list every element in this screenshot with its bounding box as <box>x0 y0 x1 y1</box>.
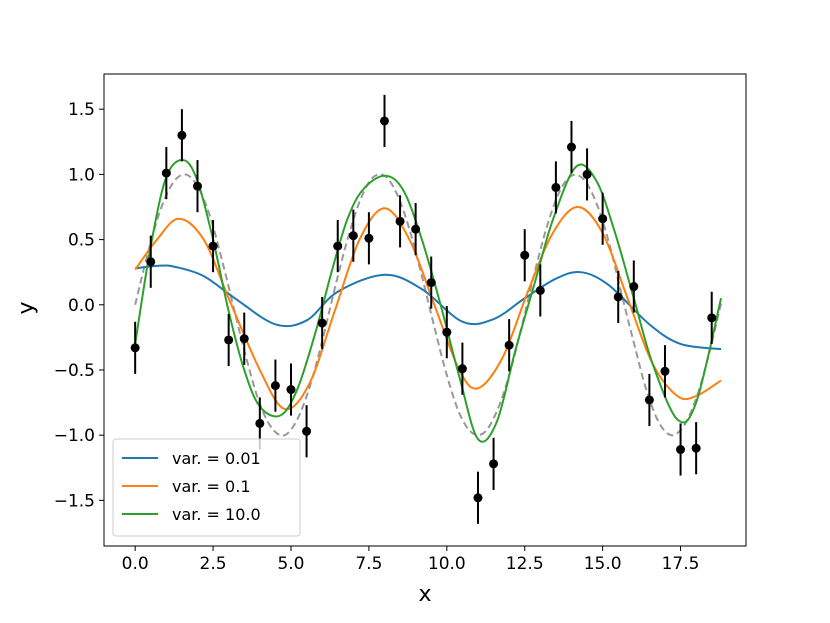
series-line-2 <box>134 159 723 443</box>
data-point <box>457 364 467 374</box>
x-tick-label: 15.0 <box>584 554 622 574</box>
series-line-1 <box>134 205 722 411</box>
data-point <box>629 282 639 292</box>
x-tick-label: 2.5 <box>200 554 227 574</box>
data-point <box>504 340 514 350</box>
data-point <box>411 224 421 234</box>
data-point <box>270 381 280 391</box>
data-point <box>364 233 374 243</box>
x-tick-label: 10.0 <box>428 554 466 574</box>
x-tick-label: 5.0 <box>277 554 304 574</box>
y-tick-label: 0.0 <box>68 296 95 316</box>
series-layer <box>134 159 723 443</box>
data-point <box>535 285 545 295</box>
data-point <box>489 459 499 469</box>
data-point <box>395 216 405 226</box>
y-tick-label: 1.5 <box>68 100 95 120</box>
x-tick-label: 7.5 <box>355 554 382 574</box>
plot-frame <box>103 73 747 547</box>
x-axis: 0.0 2.5 5.0 7.5 10.0 12.5 15.0 17.5 <box>122 546 700 574</box>
data-point <box>598 214 608 224</box>
data-point <box>566 142 576 152</box>
data-point <box>239 334 249 344</box>
data-point <box>302 426 312 436</box>
data-point <box>333 241 343 251</box>
data-point <box>691 443 701 453</box>
series-line-0 <box>135 264 722 351</box>
legend-label-2: var. = 10.0 <box>172 505 261 524</box>
data-point <box>286 385 296 395</box>
points-layer <box>130 94 717 524</box>
data-point <box>520 250 530 260</box>
data-point <box>255 418 265 428</box>
data-point <box>582 169 592 179</box>
data-point <box>551 182 561 192</box>
y-axis-label: y <box>14 301 39 314</box>
data-point <box>473 493 483 503</box>
y-tick-label: −0.5 <box>54 361 95 381</box>
data-point <box>192 181 202 191</box>
y-axis: −1.5 −1.0 −0.5 0.0 0.5 1.0 1.5 <box>54 100 104 511</box>
x-tick-label: 0.0 <box>122 554 149 574</box>
data-point <box>676 445 686 455</box>
data-point <box>208 241 218 251</box>
legend-box <box>112 438 301 537</box>
data-point <box>426 278 436 288</box>
x-tick-label: 12.5 <box>506 554 544 574</box>
y-tick-label: −1.5 <box>54 491 95 511</box>
legend-label-0: var. = 0.01 <box>172 449 261 468</box>
data-point <box>442 327 452 337</box>
data-point <box>660 366 670 376</box>
data-point <box>130 343 140 353</box>
y-tick-label: −1.0 <box>54 426 95 446</box>
x-tick-label: 17.5 <box>662 554 700 574</box>
y-tick-label: 1.0 <box>68 165 95 185</box>
data-point <box>613 292 623 302</box>
data-point <box>644 395 654 405</box>
data-point <box>161 168 171 178</box>
legend-label-1: var. = 0.1 <box>172 477 251 496</box>
data-point <box>224 335 234 345</box>
data-point <box>707 313 717 323</box>
data-point <box>317 318 327 328</box>
data-point <box>146 257 156 267</box>
data-point <box>348 231 358 241</box>
data-point <box>379 116 389 126</box>
data-point <box>177 130 187 140</box>
y-tick-label: 0.5 <box>68 231 95 251</box>
x-axis-label: x <box>418 582 431 607</box>
legend: var. = 0.01 var. = 0.1 var. = 10.0 <box>112 438 301 537</box>
